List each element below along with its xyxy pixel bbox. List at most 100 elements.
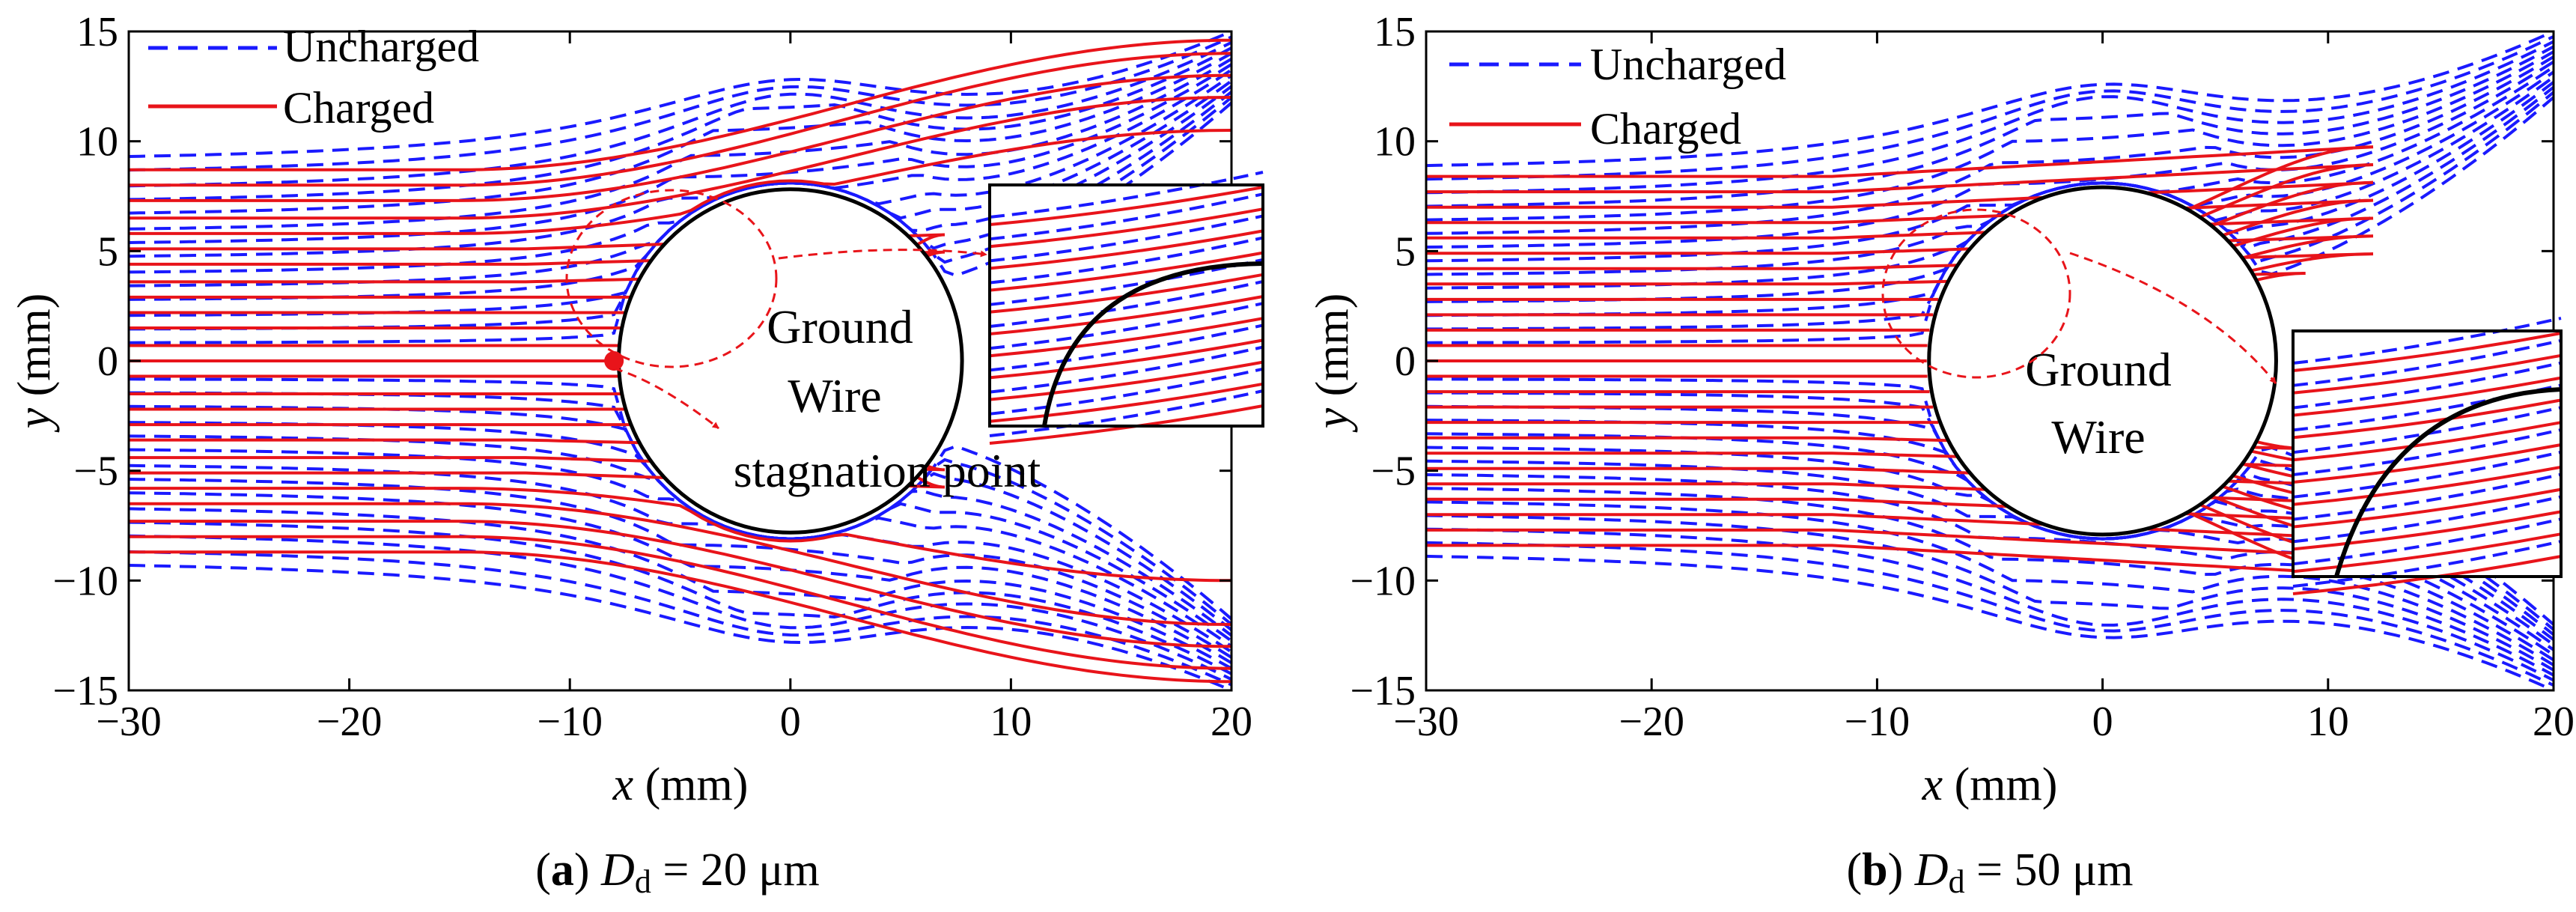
y-tick-label: −10 bbox=[1350, 558, 1416, 604]
charged-streamline bbox=[129, 250, 946, 288]
charged-streamline bbox=[129, 520, 1231, 648]
inset-uncharged-line bbox=[989, 214, 1264, 263]
inset-charged-line bbox=[2292, 421, 2562, 462]
inset-charged-line bbox=[2292, 510, 2562, 551]
inset-charged-line bbox=[2292, 465, 2562, 506]
inset-uncharged-line bbox=[2292, 361, 2562, 410]
wire-label-wire-b: Wire bbox=[2051, 410, 2145, 463]
inset-lines-b bbox=[2292, 317, 2562, 595]
inset-charged-line bbox=[989, 229, 1264, 270]
charged-streamline bbox=[129, 446, 946, 489]
inset-charged-line bbox=[989, 360, 1264, 401]
legend-uncharged-label: Uncharged bbox=[283, 22, 479, 71]
uncharged-streamline bbox=[129, 74, 1231, 274]
charged-streamline bbox=[129, 535, 1231, 670]
charged-streamline bbox=[129, 52, 1231, 187]
uncharged-streamline bbox=[1426, 500, 2554, 672]
uncharged-streamline bbox=[1426, 50, 2554, 222]
wire-label-ground-a: Ground bbox=[767, 300, 913, 353]
inset-uncharged-line bbox=[2292, 517, 2562, 566]
inset-charged-line bbox=[989, 251, 1264, 292]
charged-streamline bbox=[1426, 145, 2374, 213]
charged-streamline bbox=[129, 502, 1231, 626]
uncharged-streamline bbox=[1426, 514, 2554, 677]
inset-uncharged-line bbox=[989, 302, 1264, 350]
x-tick-label: 20 bbox=[1211, 699, 1252, 745]
y-tick-label: 0 bbox=[1395, 338, 1416, 385]
y-tick-label: −15 bbox=[52, 668, 118, 714]
inset-uncharged-line bbox=[989, 258, 1264, 306]
inset-charged-line bbox=[2292, 487, 2562, 529]
y-tick-label: 0 bbox=[97, 338, 118, 385]
caption-a: (a) Dd = 20 μm bbox=[535, 845, 820, 900]
uncharged-streamline bbox=[1426, 527, 2554, 682]
charged-streamline bbox=[1426, 163, 2374, 225]
zoom-arrow-b bbox=[2069, 252, 2277, 384]
inset-charged-line bbox=[989, 317, 1264, 358]
uncharged-streamline bbox=[1426, 40, 2554, 195]
uncharged-streamline bbox=[1426, 55, 2554, 235]
ground-wire-circle bbox=[1927, 185, 2278, 537]
inset-charged-line bbox=[2292, 376, 2562, 417]
y-tick-label: 15 bbox=[76, 9, 118, 55]
charged-streamline bbox=[129, 38, 1231, 171]
ticks-a: −30 −20 −10 0 10 20 15 10 5 0 −5 −10 −15 bbox=[52, 9, 1252, 745]
inset-uncharged-line bbox=[2292, 338, 2562, 387]
ticks-b: −30 −20 −10 0 10 20 15 10 5 0 −5 −10 −15 bbox=[1350, 9, 2575, 745]
charged-streamline bbox=[129, 96, 1231, 220]
inset-charged-line bbox=[2292, 332, 2562, 372]
wire-label-ground-b: Ground bbox=[2025, 343, 2172, 396]
uncharged-streamline bbox=[1426, 45, 2554, 208]
stagnation-arrow bbox=[613, 367, 719, 430]
inset-lines-a bbox=[989, 171, 1264, 445]
x-tick-label: 20 bbox=[2533, 699, 2575, 745]
x-tick-label: 0 bbox=[2092, 699, 2113, 745]
charged-streamline bbox=[129, 73, 1231, 202]
inset-uncharged-line bbox=[2292, 317, 2562, 365]
x-tick-label: −20 bbox=[1619, 699, 1684, 745]
x-tick-label: −10 bbox=[537, 699, 603, 745]
y-tick-label: 10 bbox=[1374, 119, 1416, 165]
inset-charged-line bbox=[2292, 353, 2562, 395]
streamlines-a bbox=[129, 31, 1231, 690]
inset-uncharged-line bbox=[989, 236, 1264, 285]
zoom-circle-b bbox=[1881, 208, 2071, 379]
y-axis-label-b: y (mm) bbox=[1307, 294, 1358, 434]
inset-uncharged-line bbox=[2292, 540, 2562, 588]
y-tick-label: −5 bbox=[73, 449, 118, 495]
x-tick-label: 10 bbox=[2307, 699, 2349, 745]
inset-uncharged-line bbox=[989, 367, 1264, 416]
inset-uncharged-line bbox=[989, 280, 1264, 328]
x-tick-label: −30 bbox=[1393, 699, 1459, 745]
charged-streamline bbox=[129, 233, 946, 276]
uncharged-streamline bbox=[129, 35, 1231, 172]
panel-a: −30 −20 −10 0 10 20 15 10 5 0 −5 −10 −15 x (mm) y (m… bbox=[9, 9, 1264, 900]
inset-b bbox=[2292, 317, 2563, 595]
uncharged-streamline bbox=[1426, 554, 2554, 690]
stagnation-point-label: stagnation point bbox=[734, 444, 1041, 497]
y-tick-label: −10 bbox=[52, 558, 118, 604]
legend-charged-label: Charged bbox=[283, 83, 434, 133]
zoom-arrow-a bbox=[778, 249, 987, 260]
y-tick-label: 5 bbox=[1395, 228, 1416, 275]
inset-uncharged-line bbox=[2292, 450, 2562, 499]
uncharged-streamline bbox=[129, 46, 1231, 201]
y-tick-label: 15 bbox=[1374, 9, 1416, 55]
inset-uncharged-line bbox=[989, 323, 1264, 372]
inset-wire-arc-a bbox=[1042, 261, 1264, 427]
stagnation-point-marker bbox=[604, 351, 624, 371]
inset-charged-line bbox=[2292, 532, 2562, 574]
inset-uncharged-line bbox=[2292, 428, 2562, 476]
x-tick-label: 0 bbox=[780, 699, 801, 745]
inset-charged-line bbox=[989, 382, 1264, 423]
wire-label-wire-a: Wire bbox=[788, 369, 881, 422]
caption-b: (b) Dd = 50 μm bbox=[1846, 845, 2133, 900]
inset-a bbox=[988, 171, 1264, 445]
inset-uncharged-line bbox=[2292, 495, 2562, 544]
y-tick-label: −5 bbox=[1371, 449, 1416, 495]
charged-streamline bbox=[129, 550, 1231, 684]
uncharged-streamline bbox=[1426, 31, 2554, 168]
uncharged-streamline bbox=[129, 31, 1231, 158]
x-axis-label-b: x (mm) bbox=[1922, 759, 2058, 810]
inset-charged-line bbox=[2292, 398, 2562, 440]
